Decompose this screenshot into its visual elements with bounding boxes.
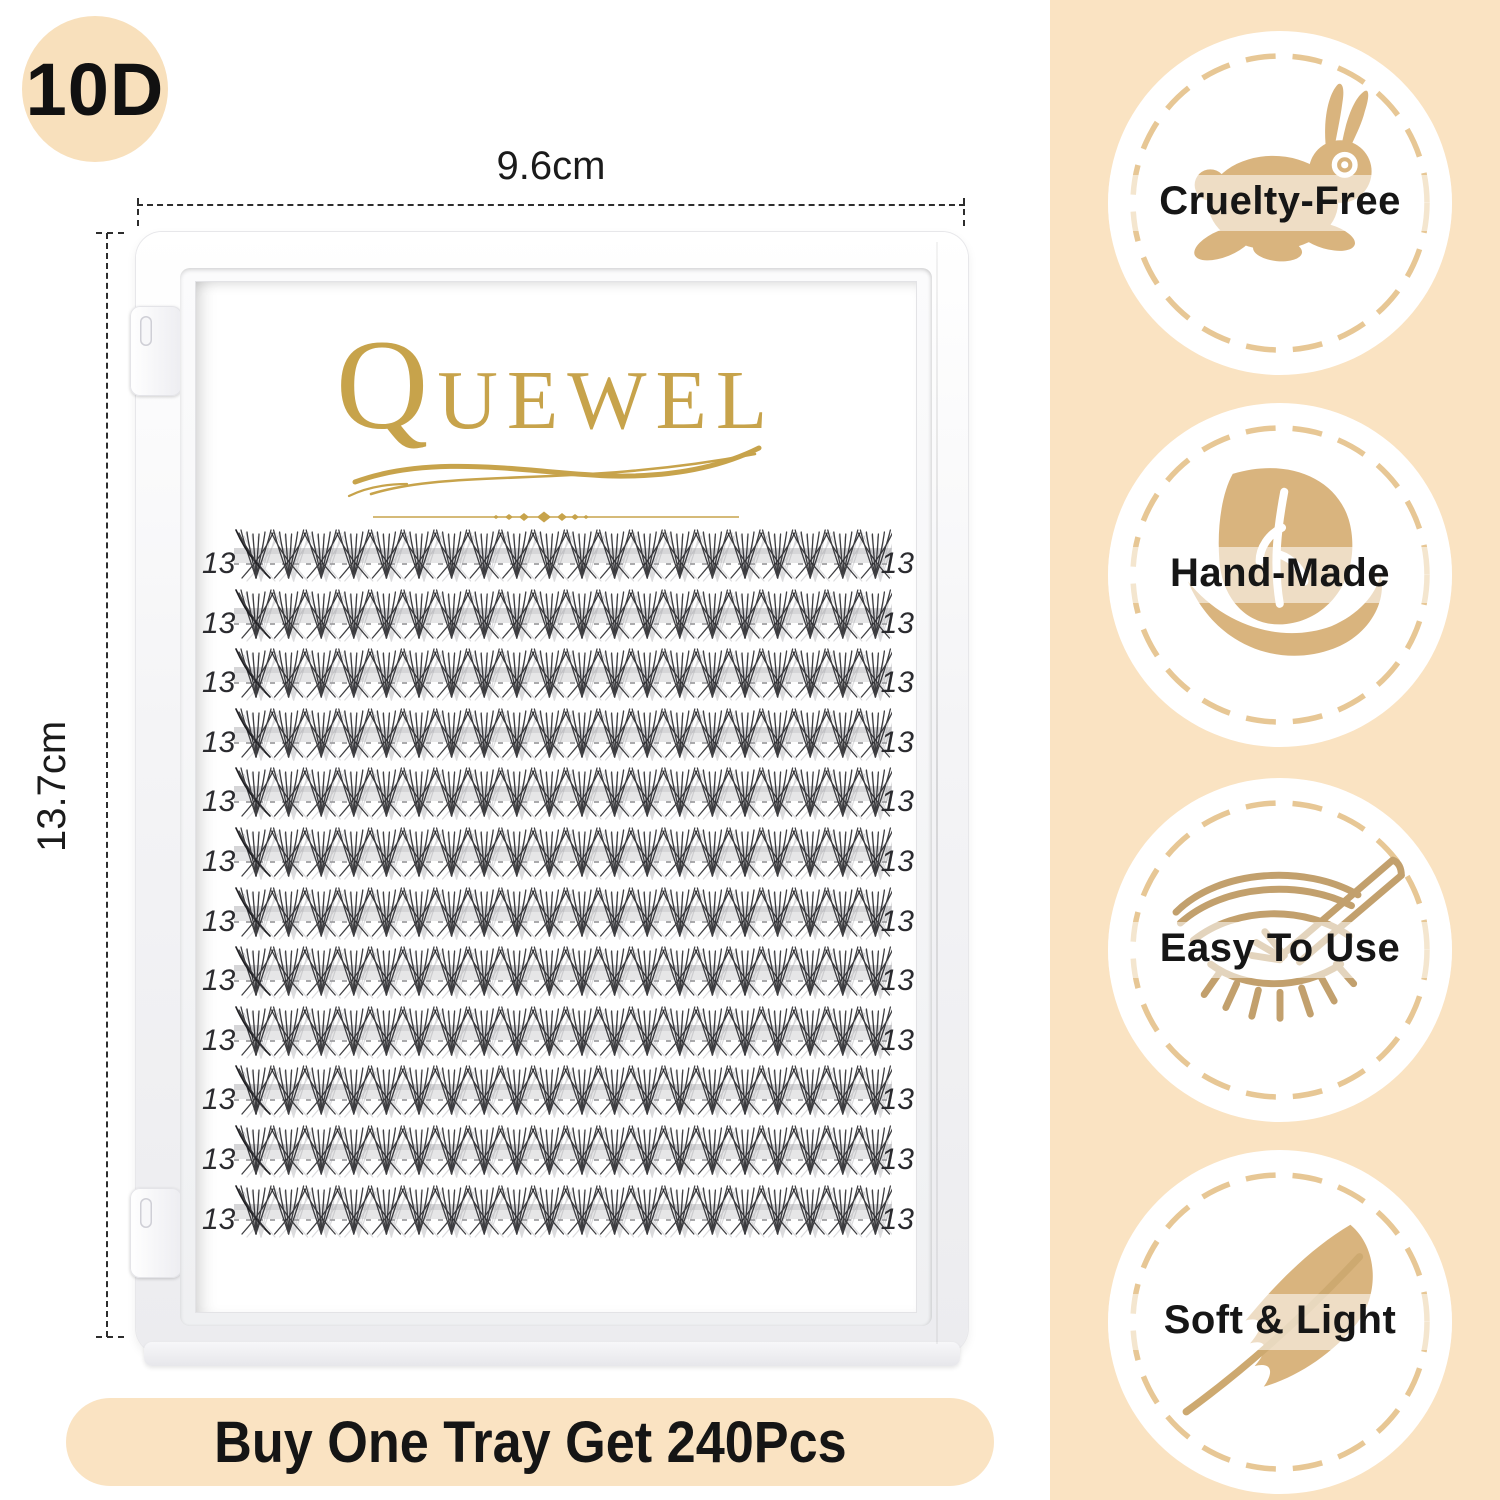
- lash-row: 13 13: [196, 527, 916, 585]
- brand-logo: QUEWEL: [196, 318, 916, 526]
- tray-width-label: 9.6cm: [496, 144, 606, 188]
- lash-size-label-left: 13: [202, 785, 236, 819]
- case-hinge-bottom: [130, 1188, 182, 1278]
- width-dimension-tick-right: [963, 198, 965, 226]
- lash-tray-case: QUEWEL: [130, 232, 968, 1366]
- case-hinge-top: [130, 306, 182, 396]
- tray-paper: QUEWEL: [196, 282, 916, 1312]
- feature-sidebar: Cruelty-Free Hand-Made: [1050, 0, 1500, 1500]
- hinge-pin: [140, 316, 152, 346]
- lash-size-label-left: 13: [202, 964, 236, 998]
- lash-size-label-right: 13: [880, 904, 914, 938]
- lash-size-label-left: 13: [202, 1202, 236, 1236]
- width-dimension-line: [137, 204, 965, 206]
- lash-row: 13 13: [196, 825, 916, 883]
- logo-swoosh: [347, 445, 762, 498]
- lash-size-label-left: 13: [202, 666, 236, 700]
- height-dimension-tick-top: [96, 232, 124, 234]
- lash-cluster-strip: [234, 529, 892, 585]
- tray-height-label: 13.7cm: [30, 720, 74, 852]
- feature-badge-easy-to-use: Easy To Use: [1108, 778, 1452, 1122]
- lash-size-label-left: 13: [202, 606, 236, 640]
- lash-row: 13 13: [196, 885, 916, 943]
- lash-cluster-strip: [234, 588, 892, 645]
- lash-row: 13 13: [196, 646, 916, 704]
- lash-cluster-strip: [234, 648, 892, 704]
- lash-row: 13 13: [196, 944, 916, 1002]
- case-lid-seam: [936, 242, 938, 1344]
- lash-cluster-strip: [234, 827, 892, 883]
- lash-size-label-left: 13: [202, 845, 236, 878]
- lash-size-label-right: 13: [880, 964, 914, 998]
- lash-size-label-left: 13: [202, 904, 236, 938]
- lash-size-label-right: 13: [880, 666, 914, 700]
- lash-cluster-strip: [234, 1125, 892, 1181]
- height-dimension-tick-bottom: [96, 1336, 124, 1338]
- lash-cluster-strip: [234, 946, 892, 1002]
- case-bottom-lip: [144, 1342, 960, 1366]
- width-dimension-tick-left: [137, 198, 139, 226]
- badge-label: Cruelty-Free: [1159, 179, 1401, 223]
- lash-cluster-strip: [234, 886, 892, 943]
- feature-badge-soft-light: Soft & Light: [1108, 1150, 1452, 1494]
- badge-label-band: [1108, 547, 1452, 603]
- lash-row: 13 13: [196, 706, 916, 764]
- badge-label-band: [1108, 1294, 1452, 1350]
- feature-badge-cruelty-free: Cruelty-Free: [1108, 31, 1452, 375]
- lash-size-label-right: 13: [880, 1202, 914, 1236]
- lash-row: 13 13: [196, 1004, 916, 1062]
- lash-cluster-strip: [234, 767, 892, 823]
- lash-row: 13 13: [196, 1183, 916, 1241]
- lash-size-label-right: 13: [880, 785, 914, 819]
- lash-size-label-left: 13: [202, 547, 236, 580]
- height-dimension-line: [106, 233, 108, 1337]
- badge-label-band: [1108, 175, 1452, 231]
- lash-size-label-left: 13: [202, 1083, 236, 1117]
- lash-row: 13 13: [196, 1063, 916, 1121]
- badge-label: Easy To Use: [1159, 926, 1401, 970]
- lash-size-label-left: 13: [202, 1023, 236, 1057]
- brand-logo-text: QUEWEL: [335, 314, 777, 456]
- lash-size-label-left: 13: [202, 725, 236, 759]
- style-badge-label: 10D: [25, 47, 165, 131]
- badge-label: Soft & Light: [1163, 1298, 1397, 1342]
- badge-label: Hand-Made: [1169, 551, 1391, 595]
- lash-row: 13 13: [196, 587, 916, 645]
- hinge-pin: [140, 1198, 152, 1228]
- feature-badge-hand-made: Hand-Made: [1108, 403, 1452, 747]
- lash-size-label-right: 13: [880, 845, 914, 878]
- lash-row: 13 13: [196, 1123, 916, 1181]
- lash-row: 13 13: [196, 765, 916, 823]
- lash-cluster-strip: [234, 707, 892, 764]
- lash-cluster-strip: [234, 1065, 892, 1121]
- promo-banner: Buy One Tray Get 240Pcs: [66, 1398, 994, 1486]
- lash-size-label-right: 13: [880, 1023, 914, 1057]
- lash-size-label-right: 13: [880, 606, 914, 640]
- lash-size-label-left: 13: [202, 1143, 236, 1176]
- dimension-style-badge: 10D: [22, 16, 168, 162]
- badge-label-band: [1108, 922, 1452, 978]
- lash-size-label-right: 13: [880, 725, 914, 759]
- lash-size-label-right: 13: [880, 547, 914, 580]
- promo-banner-text: Buy One Tray Get 240Pcs: [213, 1409, 847, 1475]
- lash-cluster-strip: [234, 1005, 892, 1062]
- lash-cluster-strip: [234, 1184, 892, 1241]
- lash-size-label-right: 13: [880, 1143, 914, 1176]
- logo-divider: [373, 511, 739, 523]
- lash-size-label-right: 13: [880, 1083, 914, 1117]
- lash-rows: 13 13 13 13 13 13 13: [196, 527, 916, 1257]
